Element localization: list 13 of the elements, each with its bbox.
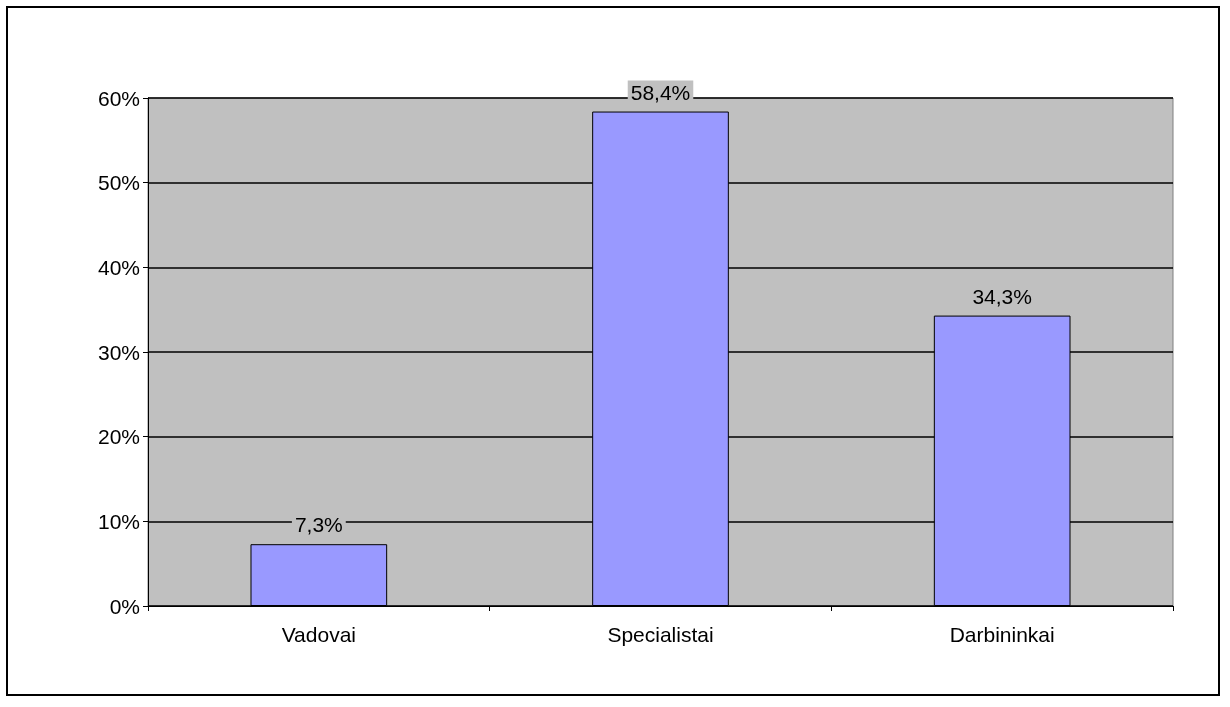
x-tick-label: Darbininkai [949,623,1055,646]
x-tick-label: Vadovai [281,623,357,646]
data-label: 58,4% [630,80,691,104]
data-label: 7,3% [294,513,343,537]
data-label: 34,3% [972,284,1032,308]
y-tick-label: 0% [109,594,140,618]
y-tick-label: 30% [97,340,140,364]
y-tick-label: 40% [97,255,140,279]
y-tick-label: 20% [97,425,140,449]
y-tick-label: 10% [97,509,140,533]
y-tick-label: 50% [97,171,140,195]
y-tick-label: 60% [97,86,140,110]
x-tick-label: Specialistai [607,623,714,646]
